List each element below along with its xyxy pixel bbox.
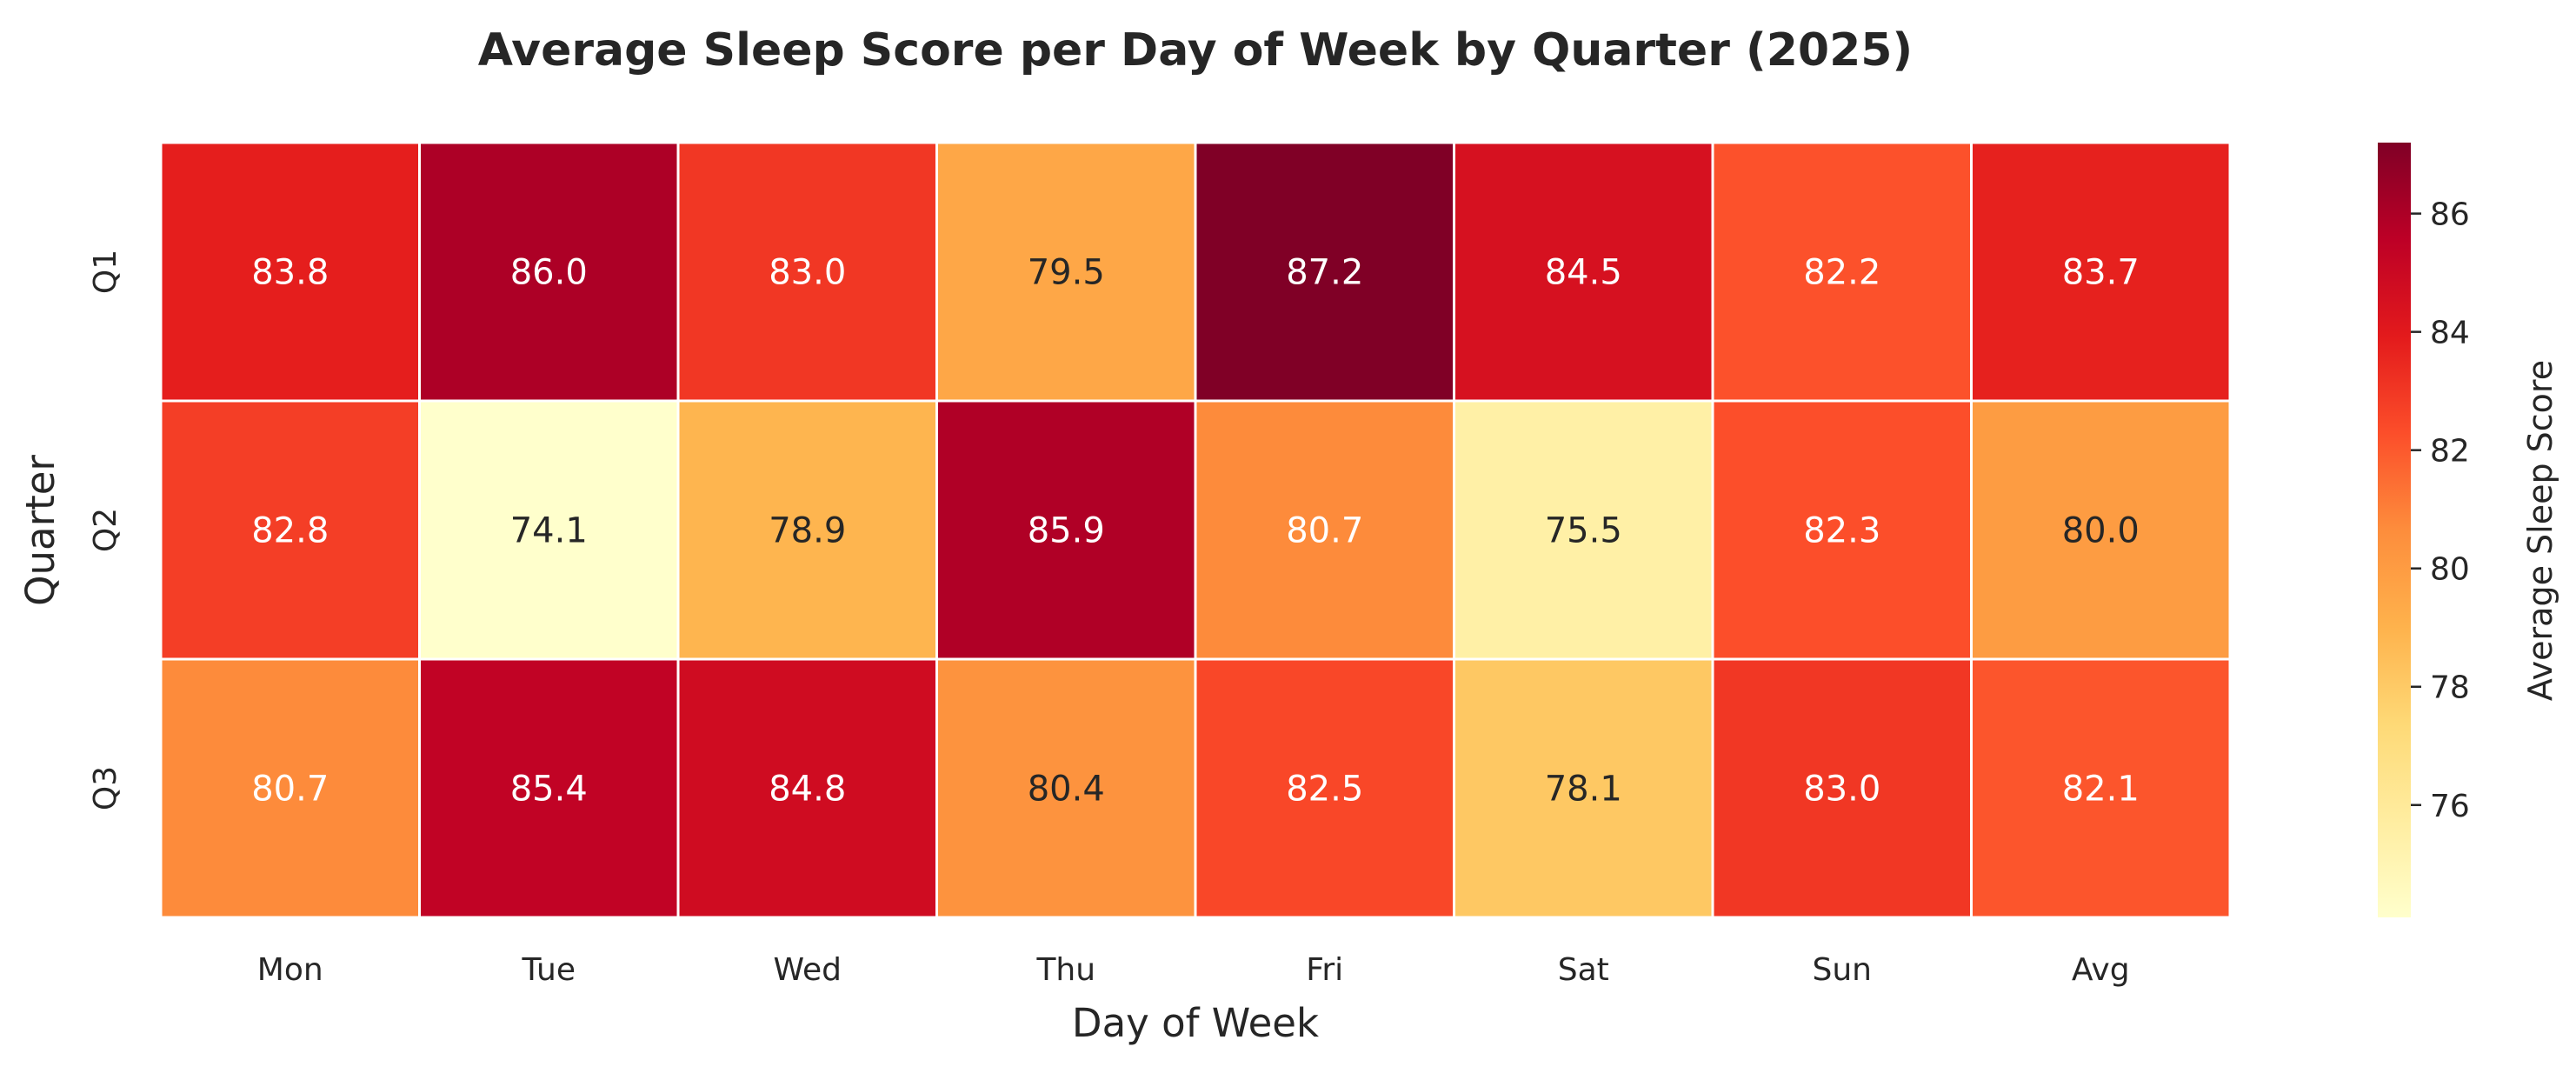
colorbar-label: Average Sleep Score: [2521, 360, 2559, 701]
cell-value-label: 80.0: [2062, 511, 2140, 551]
x-axis-label: Day of Week: [1072, 1000, 1319, 1046]
colorbar-tick-label: 86: [2430, 197, 2470, 233]
heatmap-cell: [159, 141, 421, 403]
cell-value-label: 83.0: [769, 253, 846, 293]
colorbar-ticks: 76 78 80 82 84 86: [2411, 197, 2470, 824]
cell-value-label: 82.3: [1803, 511, 1880, 551]
cell-value-label: 78.1: [1545, 770, 1622, 810]
heatmap-cell: [1194, 657, 1455, 919]
cell-value-label: 79.5: [1028, 253, 1105, 293]
x-tick-labels: Mon Tue Wed Thu Fri Sat Sun Avg: [257, 952, 2130, 988]
y-tick-label: Q2: [88, 508, 123, 552]
heatmap-cell: [1970, 657, 2232, 919]
cell-value-label: 84.5: [1545, 253, 1622, 293]
heatmap-cell: [676, 141, 938, 403]
chart-title: Average Sleep Score per Day of Week by Q…: [478, 24, 1913, 77]
heatmap-cell: [1711, 657, 1973, 919]
cell-value-label: 84.8: [769, 770, 846, 810]
heatmap-cell: [1970, 141, 2232, 403]
y-tick-label: Q1: [88, 250, 123, 294]
heatmap-cell: [676, 657, 938, 919]
heatmap-cell: [1194, 141, 1455, 403]
heatmap-cell: [1970, 399, 2232, 661]
colorbar-tick-label: 82: [2430, 434, 2470, 470]
cell-value-label: 82.1: [2062, 770, 2140, 810]
cell-value-label: 75.5: [1545, 511, 1622, 551]
cell-value-label: 74.1: [510, 511, 588, 551]
heatmap-cell: [418, 141, 680, 403]
x-tick-label: Mon: [257, 952, 323, 988]
heatmap-cells: 83.8 86.0 83.0 79.5 87.2 84.5 82.2 83.7 82.8 74.1…: [159, 141, 2232, 919]
y-tick-labels: Q1 Q2 Q3: [88, 250, 123, 810]
colorbar-tick-label: 84: [2430, 316, 2470, 351]
x-tick-label: Fri: [1306, 952, 1343, 988]
heatmap-cell: [1453, 657, 1714, 919]
heatmap-cell: [935, 399, 1197, 661]
cell-value-label: 82.2: [1803, 253, 1880, 293]
x-tick-label: Avg: [2072, 952, 2130, 988]
colorbar-tick-label: 78: [2430, 670, 2470, 706]
heatmap-cell: [1453, 399, 1714, 661]
cell-value-label: 82.5: [1286, 770, 1363, 810]
heatmap-cell: [1711, 399, 1973, 661]
cell-value-label: 80.7: [1286, 511, 1363, 551]
cell-value-label: 82.8: [251, 511, 329, 551]
cell-value-label: 83.0: [1803, 770, 1880, 810]
x-tick-label: Sun: [1813, 952, 1872, 988]
heatmap-cell: [159, 657, 421, 919]
heatmap-cell: [418, 399, 680, 661]
cell-value-label: 78.9: [769, 511, 846, 551]
colorbar: [2378, 143, 2411, 917]
heatmap-cell: [418, 657, 680, 919]
x-tick-label: Sat: [1558, 952, 1609, 988]
heatmap-cell: [1194, 399, 1455, 661]
cell-value-label: 80.4: [1028, 770, 1105, 810]
heatmap-cell: [935, 141, 1197, 403]
y-axis-label: Quarter: [17, 455, 63, 606]
cell-value-label: 83.7: [2062, 253, 2140, 293]
y-tick-label: Q3: [88, 766, 123, 810]
x-tick-label: Wed: [774, 952, 842, 988]
heatmap-cell: [1453, 141, 1714, 403]
heatmap-cell: [935, 657, 1197, 919]
colorbar-tick-label: 80: [2430, 552, 2470, 588]
cell-value-label: 85.4: [510, 770, 588, 810]
cell-value-label: 83.8: [251, 253, 329, 293]
cell-value-label: 85.9: [1028, 511, 1105, 551]
x-tick-label: Tue: [522, 952, 576, 988]
colorbar-tick-label: 76: [2430, 789, 2470, 824]
cell-value-label: 87.2: [1286, 253, 1363, 293]
cell-value-label: 86.0: [510, 253, 588, 293]
x-tick-label: Thu: [1035, 952, 1095, 988]
cell-value-label: 80.7: [251, 770, 329, 810]
